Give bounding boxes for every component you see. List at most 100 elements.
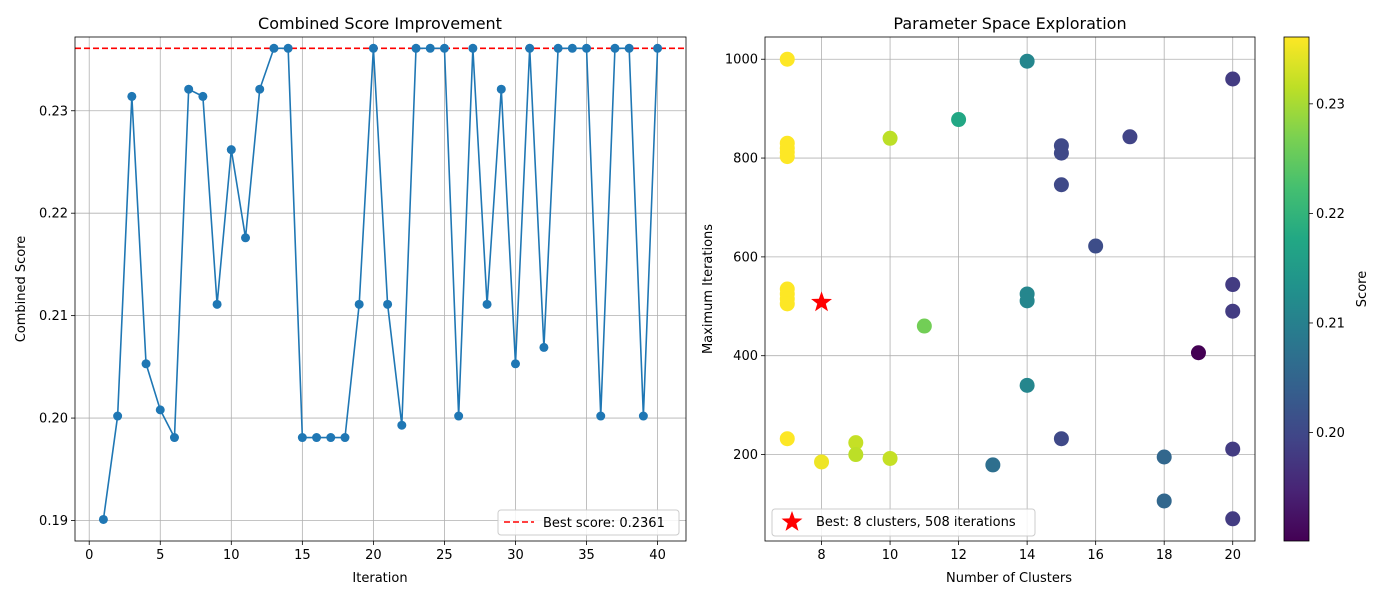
data-point bbox=[496, 84, 506, 94]
data-point bbox=[425, 43, 435, 53]
data-point bbox=[411, 43, 421, 53]
scatter-point bbox=[814, 454, 830, 470]
scatter-point bbox=[848, 435, 864, 451]
scatter-point bbox=[1156, 493, 1172, 509]
best-point bbox=[811, 291, 832, 312]
legend-label: Best score: 0.2361 bbox=[543, 516, 665, 531]
x-tick-label: 40 bbox=[649, 548, 666, 563]
data-point bbox=[368, 43, 378, 53]
data-point bbox=[269, 43, 279, 53]
x-tick-label: 12 bbox=[950, 548, 967, 563]
data-point bbox=[312, 433, 322, 443]
scatter-point bbox=[1053, 145, 1069, 161]
data-point bbox=[141, 359, 151, 369]
scatter-point bbox=[848, 447, 864, 463]
x-tick-label: 25 bbox=[436, 548, 453, 563]
legend: Best score: 0.2361 bbox=[497, 509, 680, 536]
colorbar-tick-label: 0.20 bbox=[1316, 426, 1345, 441]
scatter-point bbox=[1019, 53, 1035, 69]
data-point bbox=[297, 433, 307, 443]
x-tick-label: 15 bbox=[294, 548, 311, 563]
series-line bbox=[102, 47, 659, 520]
scatter-point bbox=[985, 457, 1001, 473]
x-tick-label: 0 bbox=[85, 548, 93, 563]
data-point bbox=[155, 405, 165, 415]
scatter-point bbox=[1225, 441, 1241, 457]
colorbar-tick-label: 0.23 bbox=[1316, 97, 1345, 112]
x-tick-label: 16 bbox=[1087, 548, 1104, 563]
data-point bbox=[539, 342, 549, 352]
data-point bbox=[624, 43, 634, 53]
data-point bbox=[397, 420, 407, 430]
x-tick-label: 8 bbox=[817, 548, 825, 563]
x-tick-label: 10 bbox=[223, 548, 240, 563]
scatter-point bbox=[882, 450, 898, 466]
scatter-point bbox=[1225, 511, 1241, 527]
y-axis-ticks: 0.19 0.20 0.21 0.22 0.23 bbox=[39, 104, 75, 529]
legend-label: Best: 8 clusters, 508 iterations bbox=[816, 515, 1016, 530]
scatter-point bbox=[1053, 431, 1069, 447]
scatter-point bbox=[1053, 177, 1069, 193]
score-series bbox=[98, 43, 663, 524]
y-axis-label: Combined Score bbox=[14, 236, 29, 343]
data-point bbox=[439, 43, 449, 53]
x-tick-label: 5 bbox=[156, 548, 164, 563]
data-point bbox=[184, 84, 194, 94]
data-point bbox=[525, 43, 535, 53]
legend: Best: 8 clusters, 508 iterations bbox=[771, 508, 1036, 537]
y-tick-label: 0.20 bbox=[39, 412, 68, 427]
scatter-point bbox=[1225, 303, 1241, 319]
x-axis-ticks: 8 10 12 14 16 18 20 bbox=[817, 541, 1241, 563]
scatter-point bbox=[779, 149, 795, 165]
data-point bbox=[482, 299, 492, 309]
data-point bbox=[653, 43, 663, 53]
data-point bbox=[113, 411, 123, 421]
scatter-point bbox=[1088, 238, 1104, 254]
chart-title: Combined Score Improvement bbox=[258, 14, 502, 33]
y-axis-label: Maximum Iterations bbox=[701, 224, 716, 354]
score-improvement-chart: Combined Score Improvement 0 5 10 15 20 25 30 3… bbox=[14, 14, 687, 586]
parameter-space-chart: Parameter Space Exploration 8 10 12 14 16 18 2… bbox=[701, 14, 1256, 586]
y-tick-label: 1000 bbox=[725, 53, 758, 68]
y-tick-label: 600 bbox=[733, 250, 758, 265]
y-tick-label: 0.23 bbox=[39, 104, 68, 119]
scatter-point bbox=[1156, 449, 1172, 465]
legend-star-icon bbox=[781, 511, 803, 531]
plot-frame bbox=[74, 36, 687, 542]
x-tick-label: 14 bbox=[1019, 548, 1036, 563]
data-point bbox=[98, 514, 108, 524]
x-axis-label: Number of Clusters bbox=[946, 571, 1072, 586]
data-point bbox=[638, 411, 648, 421]
data-point bbox=[340, 433, 350, 443]
data-point bbox=[582, 43, 592, 53]
y-tick-label: 0.19 bbox=[39, 514, 68, 529]
data-point bbox=[212, 299, 222, 309]
colorbar-label: Score bbox=[1355, 271, 1370, 307]
data-point bbox=[255, 84, 265, 94]
y-tick-label: 800 bbox=[733, 152, 758, 167]
y-tick-label: 0.21 bbox=[39, 309, 68, 324]
x-tick-label: 20 bbox=[1224, 548, 1241, 563]
data-point bbox=[354, 299, 364, 309]
scatter-point bbox=[951, 112, 967, 128]
chart-title: Parameter Space Exploration bbox=[893, 14, 1126, 33]
colorbar-gradient bbox=[1283, 36, 1310, 542]
data-point bbox=[553, 43, 563, 53]
x-tick-label: 10 bbox=[882, 548, 899, 563]
data-point bbox=[596, 411, 606, 421]
colorbar: 0.20 0.21 0.22 0.23 Score bbox=[1283, 36, 1370, 542]
scatter-point bbox=[1225, 277, 1241, 293]
y-tick-label: 0.22 bbox=[39, 207, 68, 222]
data-point bbox=[198, 91, 208, 101]
x-tick-label: 20 bbox=[365, 548, 382, 563]
scatter-point bbox=[779, 51, 795, 67]
scatter-point bbox=[1019, 293, 1035, 309]
data-point bbox=[226, 145, 236, 155]
grid bbox=[75, 37, 686, 541]
best-star-icon bbox=[811, 291, 832, 312]
data-point bbox=[169, 433, 179, 443]
colorbar-tick-label: 0.21 bbox=[1316, 316, 1345, 331]
colorbar-tick-label: 0.22 bbox=[1316, 207, 1345, 222]
